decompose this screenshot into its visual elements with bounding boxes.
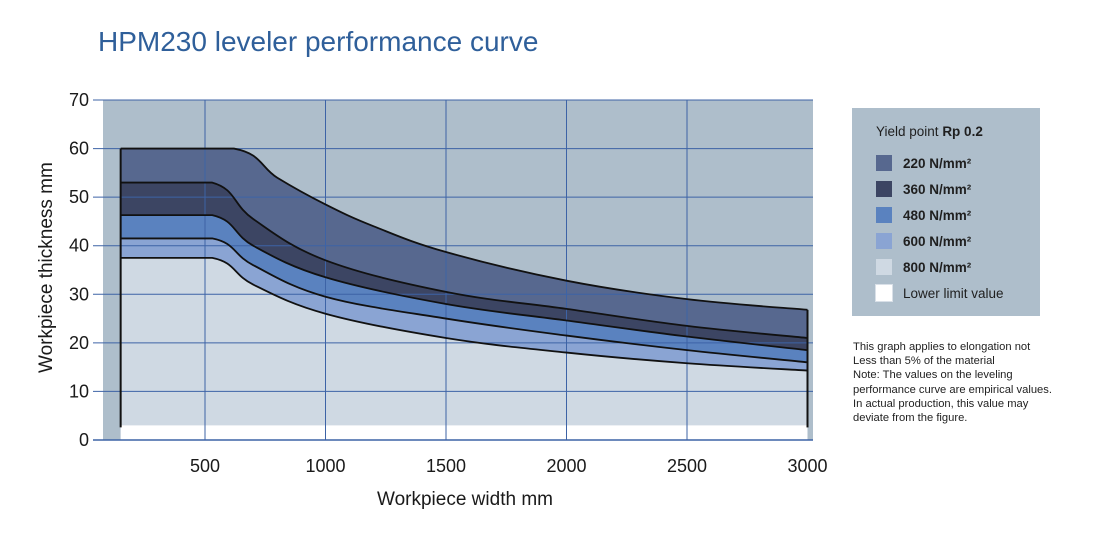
legend-swatch-800 bbox=[876, 259, 892, 275]
chart-note: This graph applies to elongation not Les… bbox=[853, 340, 1083, 425]
y-tick-label: 10 bbox=[69, 381, 89, 401]
legend-label-220: 220 N/mm² bbox=[903, 155, 972, 171]
note-line: deviate from the figure. bbox=[853, 412, 968, 425]
note-line: This graph applies to elongation not bbox=[853, 341, 1031, 353]
legend-swatch-220 bbox=[876, 155, 892, 171]
note-line: Less than 5% of the material bbox=[853, 355, 995, 368]
y-tick-label: 60 bbox=[69, 139, 89, 159]
legend-item-lower-limit: Lower limit value bbox=[875, 284, 1004, 302]
legend-item-360: 360 N/mm² bbox=[876, 180, 971, 198]
x-axis-label: Workpiece width mm bbox=[377, 489, 553, 510]
legend-swatch-360 bbox=[876, 181, 892, 197]
legend-label-600: 600 N/mm² bbox=[903, 233, 972, 249]
legend-item-600: 600 N/mm² bbox=[876, 232, 971, 250]
legend-label-360: 360 N/mm² bbox=[903, 181, 972, 197]
x-tick-label: 2000 bbox=[546, 456, 586, 476]
series-line-4 bbox=[120, 256, 808, 372]
legend-title-bold: Rp 0.2 bbox=[942, 124, 983, 139]
x-tick-label: 1500 bbox=[426, 456, 466, 476]
x-tick-label: 2500 bbox=[667, 456, 707, 476]
note-line: performance curve are empirical values. bbox=[853, 383, 1052, 396]
y-tick-label: 50 bbox=[69, 187, 89, 207]
note-line: Note: The values on the leveling bbox=[853, 369, 1013, 382]
legend-title: Yield point Rp 0.2 bbox=[876, 124, 983, 139]
x-tick-label: 500 bbox=[190, 456, 220, 476]
y-tick-label: 30 bbox=[69, 284, 89, 304]
series-line-0 bbox=[120, 147, 808, 311]
y-tick-label: 0 bbox=[79, 430, 89, 450]
plot-left-strip bbox=[103, 100, 121, 440]
x-tick-label: 1000 bbox=[305, 456, 345, 476]
note-line: In actual production, this value may bbox=[853, 397, 1029, 410]
y-tick-label: 20 bbox=[69, 333, 89, 353]
y-tick-label: 70 bbox=[69, 90, 89, 110]
legend-title-text: Yield point bbox=[876, 124, 939, 139]
y-tick-label: 40 bbox=[69, 236, 89, 256]
series-area-5 bbox=[120, 425, 808, 440]
legend-label-480: 480 N/mm² bbox=[903, 207, 972, 223]
chart-title: HPM230 leveler performance curve bbox=[98, 26, 539, 57]
legend-label-800: 800 N/mm² bbox=[903, 259, 972, 275]
legend-swatch-480 bbox=[876, 207, 892, 223]
legend-item-800: 800 N/mm² bbox=[876, 258, 971, 276]
legend-swatch-lower-limit bbox=[875, 284, 893, 302]
legend: Yield point Rp 0.2 220 N/mm² 360 N/mm² 4… bbox=[852, 108, 1040, 316]
legend-swatch-600 bbox=[876, 233, 892, 249]
legend-item-220: 220 N/mm² bbox=[876, 154, 971, 172]
legend-label-lower-limit: Lower limit value bbox=[903, 285, 1004, 301]
series-line-1 bbox=[120, 181, 808, 339]
legend-item-480: 480 N/mm² bbox=[876, 206, 971, 224]
series-line-2 bbox=[120, 214, 808, 352]
series-line-3 bbox=[120, 237, 808, 364]
x-tick-label: 3000 bbox=[787, 456, 827, 476]
